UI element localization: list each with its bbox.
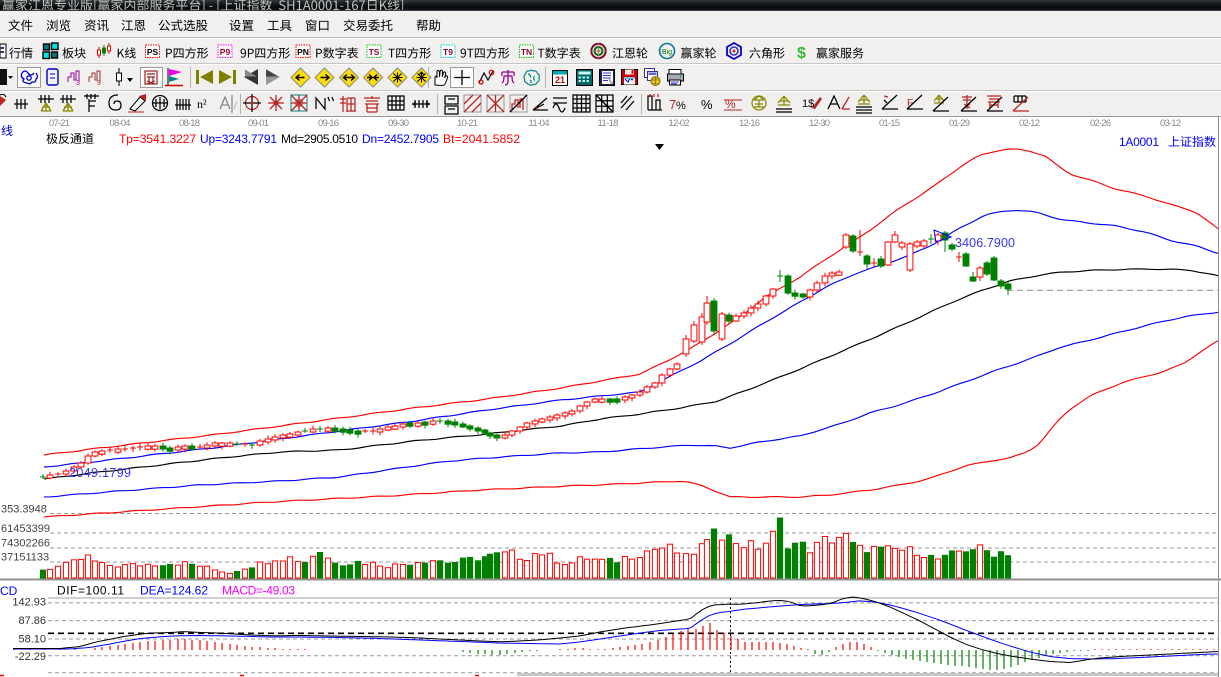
- svg-text:09-30: 09-30: [388, 118, 409, 129]
- svg-text:01-15: 01-15: [879, 118, 900, 129]
- svg-text:F: F: [907, 98, 913, 109]
- svg-text:08-04: 08-04: [110, 118, 131, 129]
- svg-text:3: 3: [76, 80, 80, 87]
- svg-text:DEA=124.62: DEA=124.62: [140, 584, 208, 598]
- svg-text:58.10: 58.10: [18, 634, 46, 646]
- svg-text:02-12: 02-12: [1019, 118, 1040, 129]
- svg-text:$: $: [797, 45, 806, 62]
- svg-text:T9: T9: [443, 47, 453, 57]
- svg-text:TN: TN: [521, 47, 532, 57]
- svg-text:n²: n²: [197, 97, 207, 111]
- svg-text:7: 7: [669, 97, 676, 112]
- svg-text:37151133: 37151133: [1, 552, 49, 564]
- svg-text:12-16: 12-16: [739, 118, 760, 129]
- svg-text:TS: TS: [369, 47, 380, 57]
- svg-text:03-12: 03-12: [1160, 118, 1181, 129]
- svg-text:DIF=100.11: DIF=100.11: [57, 584, 124, 598]
- svg-text:353.3948: 353.3948: [1, 504, 47, 516]
- svg-text:Big: Big: [662, 49, 672, 56]
- svg-text:Dn=2452.7905: Dn=2452.7905: [362, 132, 439, 146]
- svg-text:08-18: 08-18: [179, 118, 200, 129]
- svg-text:02-26: 02-26: [1090, 118, 1111, 129]
- svg-text:61453399: 61453399: [1, 523, 50, 535]
- svg-text:21: 21: [555, 75, 565, 85]
- svg-text:11-04: 11-04: [529, 118, 550, 129]
- svg-text:09-01: 09-01: [248, 118, 269, 129]
- svg-text:10-21: 10-21: [457, 118, 478, 129]
- svg-text:%: %: [676, 100, 686, 112]
- svg-text:09-16: 09-16: [318, 118, 339, 129]
- svg-text:87.86: 87.86: [18, 615, 46, 627]
- svg-text:9: 9: [97, 80, 101, 87]
- svg-text:Md=2905.0510: Md=2905.0510: [281, 132, 358, 146]
- svg-text:P9: P9: [220, 47, 231, 57]
- svg-text:%: %: [725, 97, 736, 111]
- svg-text:1$: 1$: [802, 98, 814, 110]
- svg-text:MACD=-49.03: MACD=-49.03: [222, 584, 295, 598]
- svg-text:12-02: 12-02: [669, 118, 690, 129]
- svg-text:Bt=2041.5852: Bt=2041.5852: [443, 132, 520, 146]
- svg-text:12-30: 12-30: [809, 118, 830, 129]
- svg-text:74302266: 74302266: [1, 538, 50, 550]
- svg-text:Tp=3541.3227: Tp=3541.3227: [119, 132, 196, 146]
- svg-text:11-18: 11-18: [598, 118, 619, 129]
- svg-text:PS: PS: [147, 47, 159, 57]
- svg-text:PN: PN: [297, 47, 309, 57]
- svg-text:07-21: 07-21: [49, 118, 70, 129]
- svg-text:3406.7900: 3406.7900: [955, 236, 1015, 250]
- svg-text:%: %: [701, 97, 713, 112]
- svg-text:Up=3243.7791: Up=3243.7791: [200, 132, 277, 146]
- svg-text:2049.1799: 2049.1799: [69, 466, 131, 480]
- svg-text:-22.29: -22.29: [15, 651, 46, 663]
- svg-text:142.93: 142.93: [12, 597, 46, 609]
- svg-text:01-29: 01-29: [949, 118, 970, 129]
- svg-text:1A0001: 1A0001: [1119, 135, 1159, 149]
- svg-text:CD: CD: [0, 584, 18, 598]
